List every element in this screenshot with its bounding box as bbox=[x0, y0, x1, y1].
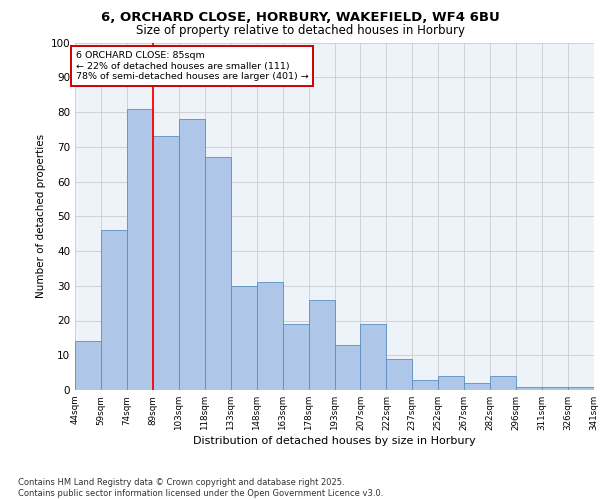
Text: 6, ORCHARD CLOSE, HORBURY, WAKEFIELD, WF4 6BU: 6, ORCHARD CLOSE, HORBURY, WAKEFIELD, WF… bbox=[101, 11, 499, 24]
Bar bbox=[335, 345, 361, 390]
Bar bbox=[179, 119, 205, 390]
Text: 6 ORCHARD CLOSE: 85sqm
← 22% of detached houses are smaller (111)
78% of semi-de: 6 ORCHARD CLOSE: 85sqm ← 22% of detached… bbox=[76, 51, 308, 81]
Text: Contains HM Land Registry data © Crown copyright and database right 2025.
Contai: Contains HM Land Registry data © Crown c… bbox=[18, 478, 383, 498]
Bar bbox=[231, 286, 257, 390]
Y-axis label: Number of detached properties: Number of detached properties bbox=[37, 134, 46, 298]
Bar bbox=[439, 376, 464, 390]
Bar bbox=[101, 230, 127, 390]
Bar bbox=[283, 324, 308, 390]
Text: Size of property relative to detached houses in Horbury: Size of property relative to detached ho… bbox=[136, 24, 464, 37]
Bar bbox=[386, 358, 412, 390]
Bar bbox=[257, 282, 283, 390]
Bar bbox=[568, 386, 594, 390]
Bar bbox=[464, 383, 490, 390]
X-axis label: Distribution of detached houses by size in Horbury: Distribution of detached houses by size … bbox=[193, 436, 476, 446]
Bar bbox=[153, 136, 179, 390]
Bar bbox=[542, 386, 568, 390]
Bar bbox=[490, 376, 516, 390]
Bar bbox=[361, 324, 386, 390]
Bar bbox=[75, 342, 101, 390]
Bar bbox=[308, 300, 335, 390]
Bar bbox=[205, 157, 230, 390]
Bar bbox=[516, 386, 542, 390]
Bar bbox=[127, 108, 153, 390]
Bar bbox=[412, 380, 438, 390]
